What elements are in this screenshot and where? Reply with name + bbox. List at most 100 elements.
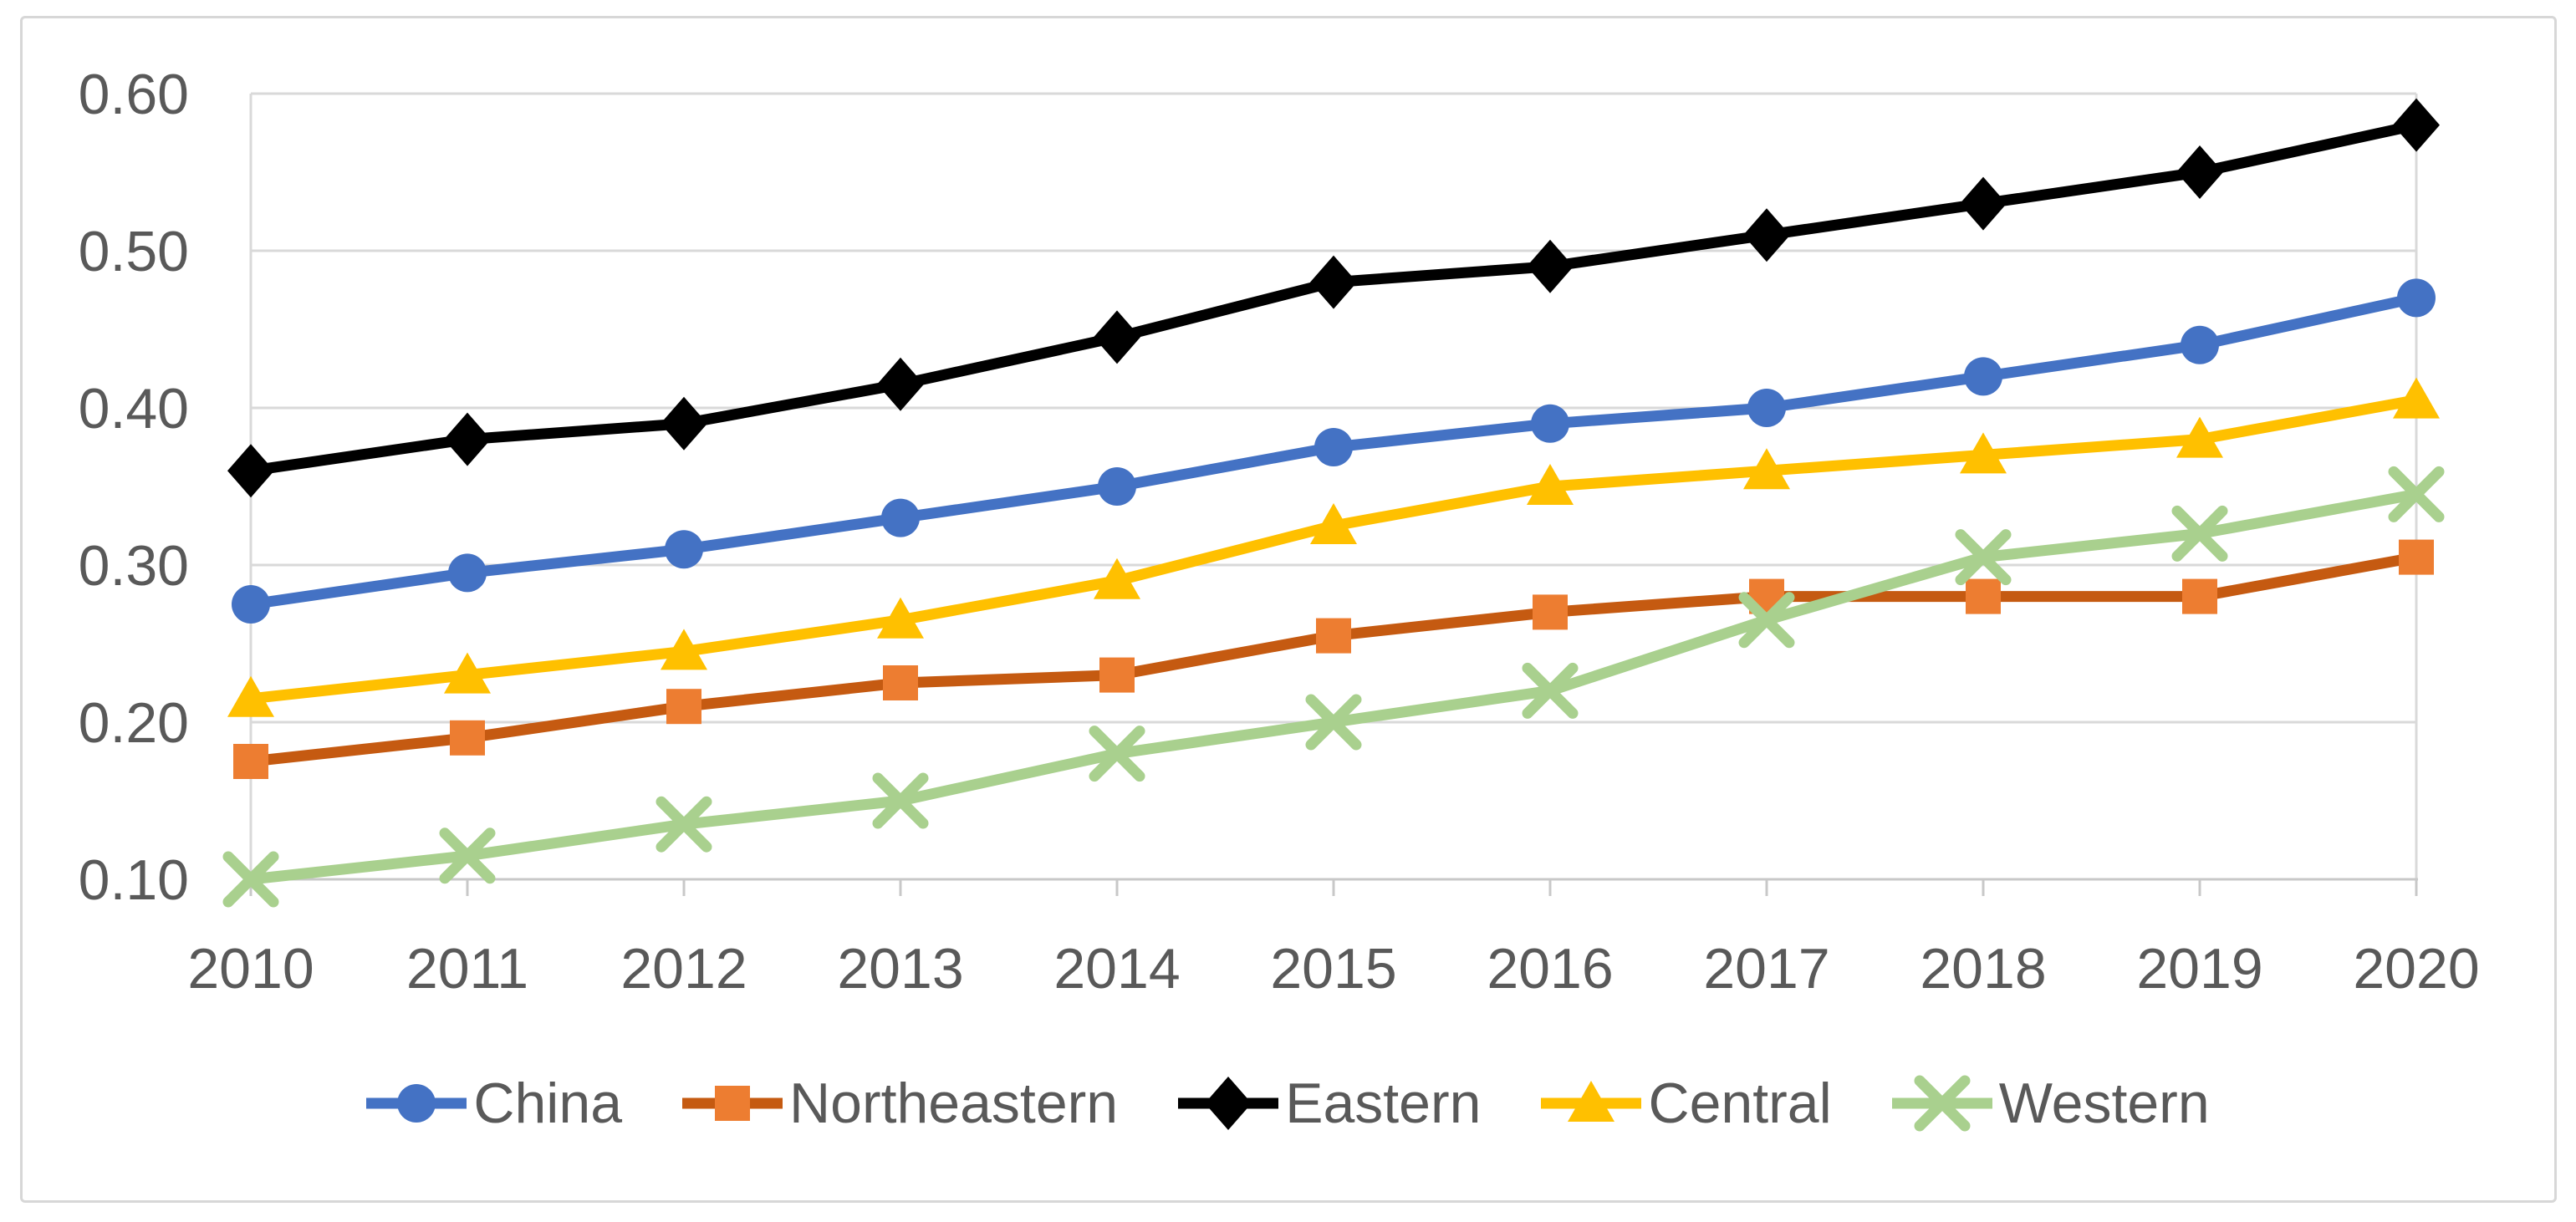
x-marker bbox=[1089, 726, 1145, 782]
legend-swatch-circle-icon bbox=[366, 1084, 467, 1123]
x-marker bbox=[872, 772, 929, 829]
y-axis-label: 0.20 bbox=[79, 691, 189, 755]
triangle-marker bbox=[1310, 503, 1357, 544]
circle-marker bbox=[1964, 357, 2002, 396]
square-marker bbox=[2399, 539, 2434, 575]
circle-marker bbox=[881, 498, 920, 537]
x-marker bbox=[2171, 505, 2228, 562]
legend-label: Eastern bbox=[1285, 1072, 1482, 1135]
series-china bbox=[232, 278, 2436, 624]
circle-marker bbox=[1747, 389, 1786, 427]
x-marker bbox=[1914, 1075, 1971, 1132]
y-axis-label: 0.30 bbox=[79, 534, 189, 598]
triangle-marker bbox=[444, 652, 491, 694]
triangle-marker bbox=[1094, 558, 1140, 599]
x-marker bbox=[1305, 694, 1362, 751]
x-axis-label: 2015 bbox=[1270, 937, 1396, 1001]
circle-marker bbox=[232, 585, 270, 624]
series-eastern bbox=[227, 98, 2440, 498]
diamond-marker bbox=[1310, 255, 1357, 309]
circle-marker bbox=[1098, 467, 1136, 506]
triangle-marker bbox=[661, 629, 707, 670]
series-northeastern bbox=[233, 539, 2434, 779]
x-axis-label: 2013 bbox=[837, 937, 963, 1001]
x-marker bbox=[1955, 529, 2012, 586]
diamond-marker bbox=[877, 357, 924, 411]
legend-item-china: China bbox=[366, 1068, 622, 1138]
diamond-marker bbox=[1527, 239, 1574, 293]
x-axis-label: 2011 bbox=[406, 937, 528, 1001]
y-axis-label: 0.40 bbox=[79, 377, 189, 440]
x-marker bbox=[655, 796, 712, 853]
x-marker bbox=[1522, 662, 1579, 719]
legend-swatch-diamond-icon bbox=[1178, 1077, 1279, 1130]
square-marker bbox=[666, 689, 701, 725]
x-axis-label: 2018 bbox=[1920, 937, 2046, 1001]
circle-marker bbox=[665, 530, 703, 569]
triangle-marker bbox=[1743, 448, 1790, 490]
square-marker bbox=[1533, 594, 1568, 630]
legend-swatch-x-icon bbox=[1891, 1075, 1992, 1132]
circle-marker bbox=[397, 1084, 436, 1123]
diamond-marker bbox=[227, 444, 274, 498]
legend-label: Western bbox=[1998, 1072, 2210, 1135]
legend-label: Central bbox=[1648, 1072, 1832, 1135]
y-axis-label: 0.60 bbox=[79, 63, 189, 126]
square-marker bbox=[715, 1086, 751, 1121]
series-line-western bbox=[245, 488, 2422, 885]
diamond-marker bbox=[1960, 176, 2007, 231]
square-marker bbox=[233, 744, 268, 779]
series-western bbox=[222, 466, 2445, 908]
x-axis-label: 2017 bbox=[1703, 937, 1829, 1001]
circle-marker bbox=[2397, 278, 2436, 318]
square-marker bbox=[450, 720, 485, 756]
x-marker bbox=[222, 851, 279, 908]
circle-marker bbox=[2181, 325, 2219, 364]
x-axis-label: 2016 bbox=[1487, 937, 1613, 1001]
x-axis-label: 2014 bbox=[1053, 937, 1180, 1001]
triangle-marker bbox=[1527, 464, 1574, 505]
figure-border bbox=[20, 16, 2557, 1203]
y-axis-label: 0.10 bbox=[79, 848, 189, 912]
legend-item-eastern: Eastern bbox=[1178, 1068, 1481, 1138]
legend-item-western: Western bbox=[1891, 1068, 2210, 1138]
legend-label: Northeastern bbox=[789, 1072, 1119, 1135]
x-marker bbox=[2388, 466, 2445, 522]
square-marker bbox=[883, 665, 918, 700]
square-marker bbox=[2182, 578, 2217, 614]
x-marker bbox=[439, 827, 496, 884]
legend-swatch-triangle-icon bbox=[1541, 1081, 1642, 1122]
x-axis-label: 2020 bbox=[2353, 937, 2479, 1001]
circle-marker bbox=[448, 553, 487, 593]
triangle-marker bbox=[2176, 416, 2223, 458]
x-axis-label: 2012 bbox=[620, 937, 747, 1001]
triangle-marker bbox=[1568, 1081, 1615, 1122]
diamond-marker bbox=[1743, 208, 1790, 262]
legend-item-central: Central bbox=[1541, 1068, 1832, 1138]
triangle-marker bbox=[1960, 432, 2007, 474]
diamond-marker bbox=[2176, 145, 2223, 199]
x-axis-label: 2010 bbox=[187, 937, 314, 1001]
square-marker bbox=[1099, 657, 1135, 693]
y-axis-label: 0.50 bbox=[79, 220, 189, 283]
diamond-marker bbox=[444, 412, 491, 466]
diamond-marker bbox=[1205, 1077, 1252, 1130]
legend-label: China bbox=[473, 1072, 623, 1135]
square-marker bbox=[1966, 578, 2001, 614]
series-central bbox=[227, 377, 2440, 717]
triangle-marker bbox=[877, 597, 924, 639]
x-marker bbox=[1738, 592, 1795, 649]
legend-swatch-square-icon bbox=[682, 1086, 783, 1121]
circle-marker bbox=[1314, 428, 1353, 466]
triangle-marker bbox=[2393, 377, 2440, 419]
diamond-marker bbox=[661, 396, 707, 451]
chart-legend: China Northeastern Eastern Central Western bbox=[0, 1068, 2576, 1138]
triangle-marker bbox=[227, 675, 274, 717]
x-axis-label: 2019 bbox=[2136, 937, 2262, 1001]
legend-item-northeastern: Northeastern bbox=[682, 1068, 1118, 1138]
diamond-marker bbox=[1094, 310, 1140, 364]
diamond-marker bbox=[2393, 98, 2440, 152]
square-marker bbox=[1316, 618, 1351, 654]
